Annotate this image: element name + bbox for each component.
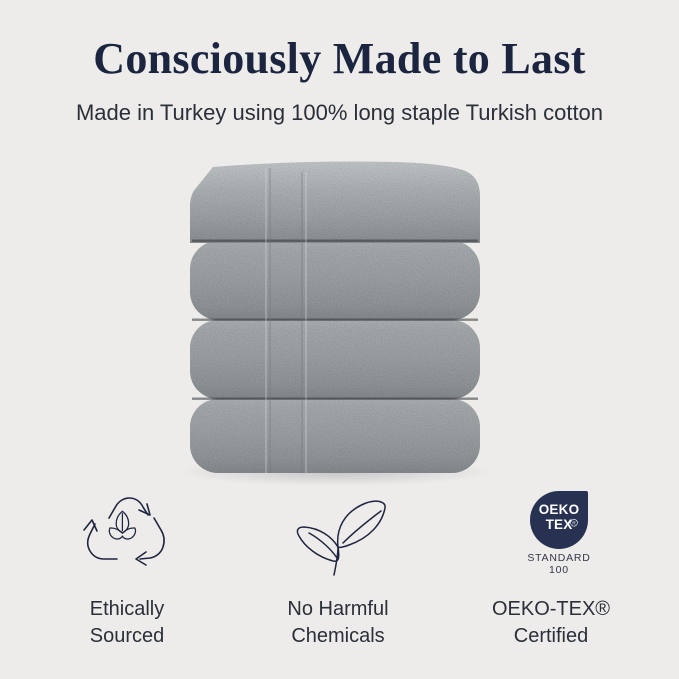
- svg-text:OEKO: OEKO: [539, 502, 580, 517]
- svg-text:Certified: Certified: [514, 625, 588, 647]
- svg-text:Sourced: Sourced: [90, 625, 165, 647]
- svg-text:OEKO-TEX®: OEKO-TEX®: [492, 598, 610, 620]
- svg-text:STANDARD: STANDARD: [527, 552, 590, 564]
- svg-text:No Harmful: No Harmful: [287, 598, 388, 620]
- svg-text:TEX: TEX: [546, 517, 573, 532]
- svg-text:100: 100: [549, 564, 569, 576]
- svg-text:Ethically: Ethically: [90, 598, 164, 620]
- svg-text:Chemicals: Chemicals: [291, 625, 384, 647]
